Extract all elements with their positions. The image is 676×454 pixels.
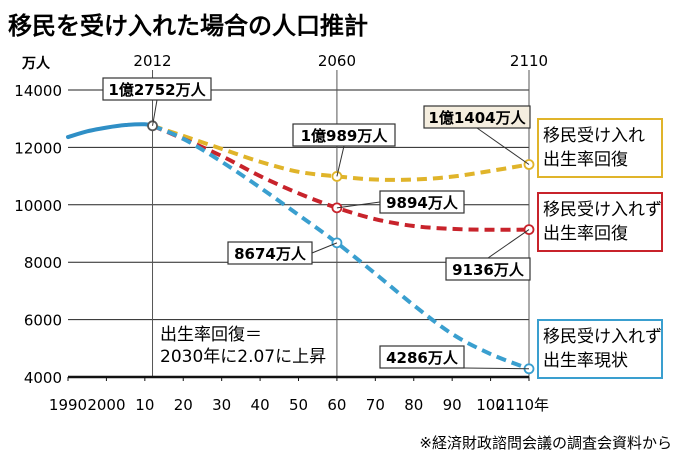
source-note: ※経済財政諮問会議の調査会資料から xyxy=(419,434,672,452)
data-label: 1億1404万人 xyxy=(428,109,526,127)
label-box xyxy=(292,123,396,147)
x-tick-label: 20 xyxy=(174,396,193,414)
annotation: 出生率回復＝2030年に2.07に上昇 xyxy=(160,325,326,367)
label-leader xyxy=(336,145,345,177)
x-tick-label: 10 xyxy=(135,396,154,414)
legend-text: 移民受け入れず xyxy=(543,327,662,347)
data-label: 1億989万人 xyxy=(301,127,389,145)
top-year-labels: 2012 2060 2110 xyxy=(133,52,548,70)
x-tick-label: 80 xyxy=(404,396,423,414)
data-label: 8674万人 xyxy=(234,245,307,263)
x-tick-label: 2000 xyxy=(87,396,125,414)
x-tick-label: 60 xyxy=(327,396,346,414)
series-line xyxy=(151,123,530,371)
x-tick-label: 50 xyxy=(289,396,308,414)
label-box xyxy=(379,190,465,214)
y-axis-ticks: 4000 6000 8000 10000 12000 14000 xyxy=(14,82,62,387)
legend-box xyxy=(537,319,663,379)
y-tick-label: 14000 xyxy=(14,82,62,100)
x-tick-label: 40 xyxy=(251,396,270,414)
top-year-label: 2110 xyxy=(510,52,548,70)
data-label: 9136万人 xyxy=(452,261,525,279)
legend-text: 出生率現状 xyxy=(543,351,628,371)
y-tick-label: 8000 xyxy=(24,254,62,272)
legend-text: 出生率回復 xyxy=(543,224,628,244)
data-points xyxy=(147,120,535,375)
x-tick-label: 70 xyxy=(366,396,385,414)
label-leader xyxy=(487,229,530,259)
x-tick-label: 2110 xyxy=(496,396,534,414)
x-tick-label: 90 xyxy=(443,396,462,414)
x-tick-label: 100 xyxy=(476,396,505,414)
y-tick-label: 6000 xyxy=(24,312,62,330)
x-tick-label: 30 xyxy=(212,396,231,414)
label-box xyxy=(102,77,212,101)
label-box xyxy=(227,241,313,265)
x-tick-label: 1990 xyxy=(49,396,87,414)
label-box xyxy=(423,105,531,129)
label-box xyxy=(445,257,531,281)
top-year-label: 2012 xyxy=(133,52,171,70)
data-label: 1億2752万人 xyxy=(108,81,206,99)
data-label: 4286万人 xyxy=(386,349,459,367)
label-leader xyxy=(311,242,338,254)
label-box xyxy=(379,345,465,369)
legend-text: 移民受け入れ xyxy=(543,126,645,146)
y-axis-unit: 万人 xyxy=(21,55,51,72)
annotation-text: 出生率回復＝ xyxy=(160,325,262,345)
legend-text: 移民受け入れず xyxy=(543,200,662,220)
annotation-text: 2030年に2.07に上昇 xyxy=(160,347,326,367)
y-tick-label: 4000 xyxy=(24,369,62,387)
label-leader xyxy=(476,127,530,165)
legend-text: 出生率回復 xyxy=(543,150,628,170)
legend-box xyxy=(537,192,663,252)
data-label: 9894万人 xyxy=(386,194,459,212)
data-labels: 1億2752万人 1億989万人 9894万人 8674万人 1億1404万人 9136万… xyxy=(102,77,531,370)
label-leader xyxy=(463,367,530,370)
label-leader xyxy=(336,201,381,209)
x-axis-unit: 年 xyxy=(534,396,549,414)
legend-box xyxy=(537,118,663,178)
history-line xyxy=(66,122,155,140)
y-tick-label: 10000 xyxy=(14,197,62,215)
chart-title: 移民を受け入れた場合の人口推計 xyxy=(8,12,368,40)
label-leader xyxy=(152,99,158,126)
y-tick-label: 12000 xyxy=(14,139,62,157)
top-year-label: 2060 xyxy=(318,52,356,70)
